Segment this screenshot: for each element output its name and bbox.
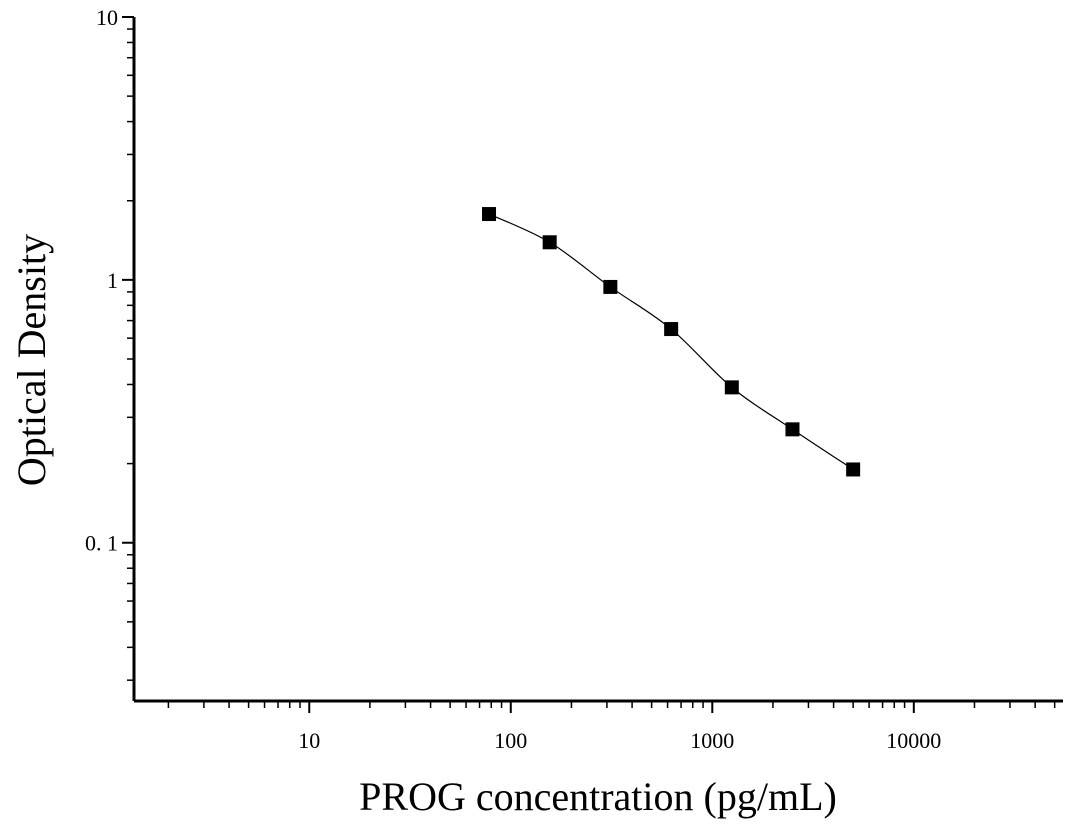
x-tick-label: 10000 bbox=[886, 728, 941, 753]
data-markers bbox=[482, 207, 861, 477]
x-tick-label: 1000 bbox=[690, 728, 734, 753]
y-axis-title: Optical Density bbox=[9, 234, 54, 486]
y-tick-labels: 0. 1 1 10 bbox=[85, 5, 118, 556]
data-point bbox=[785, 422, 800, 437]
x-tick-labels: 10 100 1000 10000 bbox=[298, 728, 941, 753]
x-tick-label: 10 bbox=[298, 728, 320, 753]
data-point bbox=[542, 235, 557, 250]
x-axis-title: PROG concentration (pg/mL) bbox=[359, 774, 837, 819]
major-ticks bbox=[122, 16, 915, 713]
data-point bbox=[603, 279, 618, 294]
data-point bbox=[664, 322, 679, 337]
x-tick-label: 100 bbox=[494, 728, 527, 753]
data-point bbox=[846, 462, 861, 477]
data-point bbox=[482, 207, 497, 222]
minor-ticks bbox=[127, 28, 1056, 708]
y-tick-label: 0. 1 bbox=[85, 531, 118, 556]
data-point bbox=[724, 380, 739, 395]
y-tick-label: 10 bbox=[96, 5, 118, 30]
y-tick-label: 1 bbox=[107, 268, 118, 293]
